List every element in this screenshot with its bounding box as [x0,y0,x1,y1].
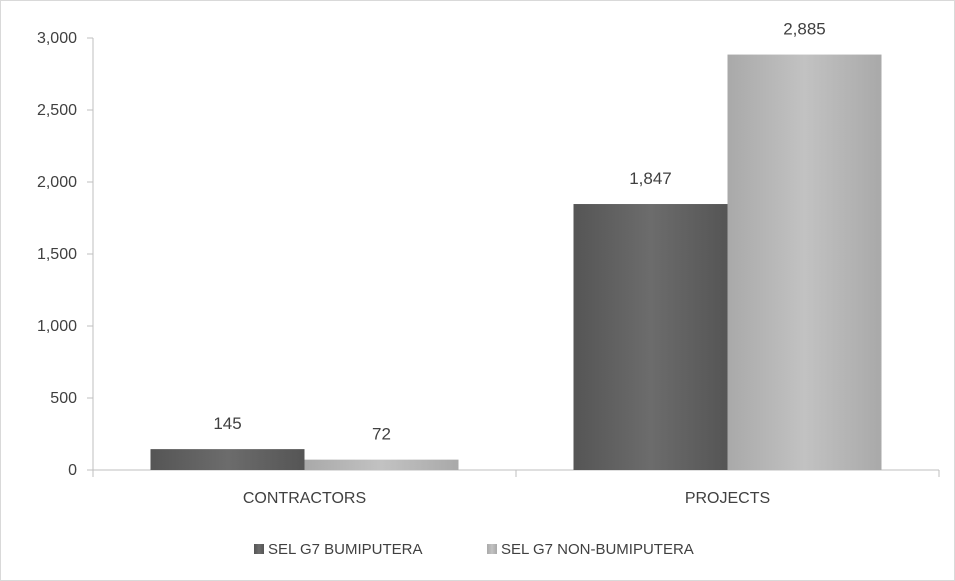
x-tick-label: CONTRACTORS [243,490,366,507]
y-tick-label: 2,000 [37,174,77,191]
y-tick-label: 3,000 [37,30,77,47]
y-tick-label: 0 [68,462,77,479]
legend-item: SEL G7 BUMIPUTERA [254,541,422,558]
y-tick-label: 1,000 [37,318,77,335]
x-axis: CONTRACTORS PROJECTS [92,469,940,507]
legend-label: SEL G7 BUMIPUTERA [268,541,422,558]
y-tick-label: 1,500 [37,246,77,263]
legend-swatch [487,544,497,554]
data-label: 1,847 [629,169,672,188]
legend: SEL G7 BUMIPUTERA SEL G7 NON-BUMIPUTERA [254,541,694,558]
bar [304,459,459,470]
x-tick-label: PROJECTS [685,490,770,507]
y-tick-label: 2,500 [37,102,77,119]
data-labels: 145 1,847 72 2,885 [213,20,825,444]
legend-label: SEL G7 NON-BUMIPUTERA [501,541,694,558]
bar [573,204,728,471]
legend-item: SEL G7 NON-BUMIPUTERA [487,541,694,558]
data-label: 2,885 [783,20,826,39]
bars [150,54,882,471]
data-label: 72 [372,425,391,444]
y-axis: 0 500 1,000 1,500 2,000 2,500 3,000 [37,30,94,479]
bar [727,54,882,471]
data-label: 145 [213,414,241,433]
y-tick-label: 500 [50,390,77,407]
legend-swatch [254,544,264,554]
bar [150,449,305,470]
